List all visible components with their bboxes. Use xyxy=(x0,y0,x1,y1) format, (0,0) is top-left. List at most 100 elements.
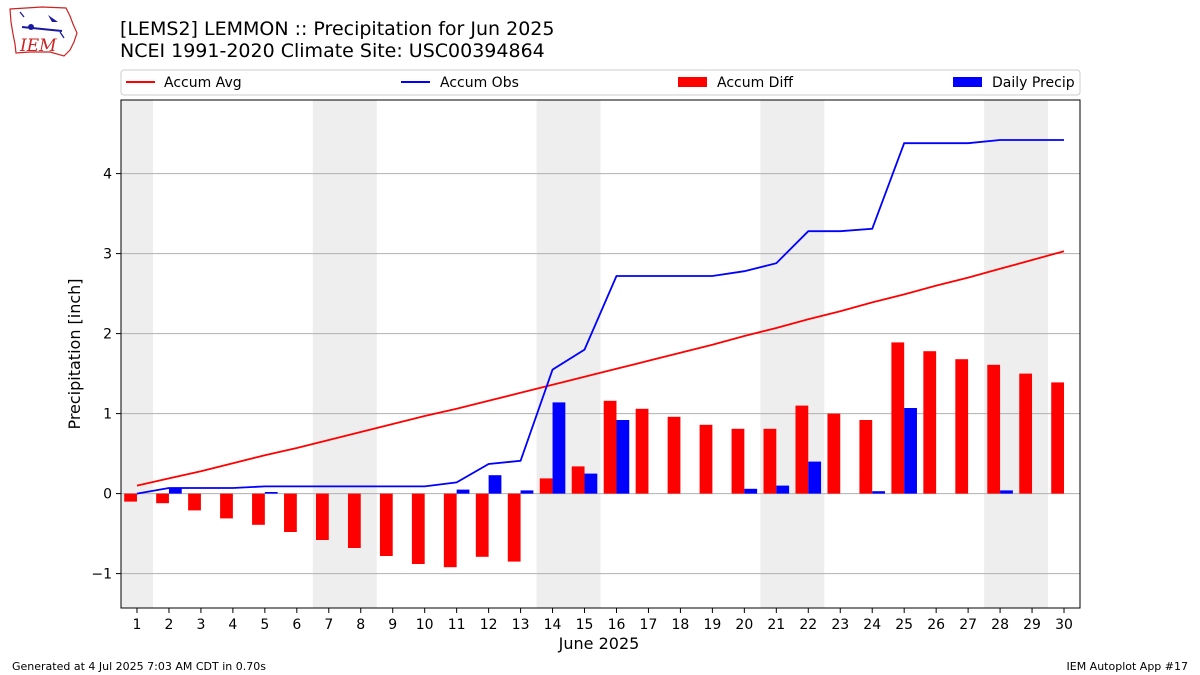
accum-diff-bar xyxy=(955,359,969,494)
x-tick-label: 20 xyxy=(735,617,753,633)
daily-precip-bar xyxy=(1000,490,1013,494)
x-tick-label: 15 xyxy=(576,617,594,633)
y-tick-label: −1 xyxy=(91,567,112,583)
line-series xyxy=(136,139,1065,495)
legend-label-daily-precip: Daily Precip xyxy=(992,75,1075,91)
y-tick-label: 3 xyxy=(103,247,112,263)
plot-frame xyxy=(120,99,1081,609)
legend-swatch-accum-diff xyxy=(678,77,707,87)
accum-diff-bar xyxy=(252,493,265,525)
accum-diff-bar xyxy=(379,493,393,556)
accum-diff-bar xyxy=(795,405,809,494)
accum-obs-line xyxy=(136,139,1065,495)
accum-diff-bar xyxy=(124,493,137,502)
footer-generated: Generated at 4 Jul 2025 7:03 AM CDT in 0… xyxy=(12,660,266,673)
weekend-shade-0 xyxy=(121,100,153,608)
legend-label-accum-diff: Accum Diff xyxy=(717,75,793,91)
gridlines xyxy=(121,173,1080,575)
daily-precip-bar xyxy=(456,489,470,494)
accum-avg-line xyxy=(136,250,1065,487)
daily-precip-bar xyxy=(744,488,758,494)
x-tick-label: 1 xyxy=(133,617,142,633)
x-tick-label: 28 xyxy=(991,617,1009,633)
accum-diff-bar xyxy=(1019,373,1033,494)
accum-diff-bar xyxy=(475,493,489,557)
daily-precip-bar xyxy=(584,473,598,494)
daily-precip-bar xyxy=(616,420,630,494)
x-tick-label: 24 xyxy=(863,617,881,633)
legend-swatch-daily-precip xyxy=(953,77,982,87)
accum-diff-bar xyxy=(188,493,201,511)
iem-logo: IEM xyxy=(9,6,78,57)
accum-diff-bar xyxy=(763,428,777,494)
x-tick-label: 13 xyxy=(512,617,530,633)
y-axis-label: Precipitation [inch] xyxy=(65,278,84,429)
accum-diff-bar xyxy=(284,493,297,532)
daily-precip-bar xyxy=(552,402,566,494)
x-tick-label: 11 xyxy=(448,617,466,633)
daily-precip-bar xyxy=(520,490,534,494)
y-tick-label: 4 xyxy=(103,167,112,183)
accum-diff-bar xyxy=(859,420,873,494)
accum-diff-bar xyxy=(891,342,905,494)
x-tick-label: 17 xyxy=(640,617,658,633)
x-tick-label: 6 xyxy=(292,617,301,633)
flag-icon xyxy=(48,15,58,22)
y-axis: −1 0 1 2 3 4 xyxy=(91,167,121,583)
accum-diff-bar xyxy=(827,413,841,494)
accum-diff-bar xyxy=(635,408,649,494)
x-tick-label: 27 xyxy=(959,617,977,633)
x-axis-label: June 2025 xyxy=(558,634,640,653)
x-tick-label: 8 xyxy=(356,617,365,633)
x-tick-label: 25 xyxy=(895,617,913,633)
x-tick-label: 9 xyxy=(388,617,397,633)
accum-diff-bar xyxy=(987,364,1001,494)
daily-precip-bar xyxy=(264,492,278,494)
accum-diff-bar xyxy=(571,466,585,494)
legend-label-accum-obs: Accum Obs xyxy=(440,75,519,91)
x-tick-label: 19 xyxy=(703,617,721,633)
y-tick-label: 2 xyxy=(103,327,112,343)
logo-text: IEM xyxy=(19,36,57,56)
daily-precip-bar xyxy=(488,475,502,494)
weekend-shade-2 xyxy=(536,100,601,608)
accum-diff-bar xyxy=(731,428,745,494)
x-axis: 1 2 3 4 5 6 7 8 9 10 11 12 13 14 15 16 17 18 19 20 21 22 23 24 2… xyxy=(133,608,1073,633)
weekend-shade-4 xyxy=(984,100,1049,608)
accum-diff-bar xyxy=(443,493,457,568)
accum-diff-bar xyxy=(220,493,233,519)
station-dot-icon xyxy=(28,24,34,30)
weekend-shading xyxy=(121,100,1049,608)
accum-diff-bar xyxy=(315,493,329,540)
accum-diff-bar xyxy=(603,400,617,494)
y-tick-label: 1 xyxy=(103,407,112,423)
daily-precip-bar xyxy=(808,461,822,494)
accum-diff-bar xyxy=(539,478,553,494)
x-tick-label: 29 xyxy=(1023,617,1041,633)
footer-app: IEM Autoplot App #17 xyxy=(1067,660,1189,673)
chart-subtitle: NCEI 1991-2020 Climate Site: USC00394864 xyxy=(120,40,545,62)
weather-marks-icon xyxy=(19,11,65,39)
accum-diff-bar xyxy=(1051,382,1065,494)
legend-label-accum-avg: Accum Avg xyxy=(164,75,242,91)
x-tick-label: 2 xyxy=(164,617,173,633)
accum-diff-bar xyxy=(347,493,361,548)
x-tick-label: 21 xyxy=(767,617,785,633)
accum-diff-bar xyxy=(699,424,713,494)
x-tick-label: 14 xyxy=(544,617,562,633)
daily-precip-bar xyxy=(776,485,790,494)
legend: Accum Avg Accum Obs Accum Diff Daily Pre… xyxy=(120,69,1081,96)
x-tick-label: 7 xyxy=(324,617,333,633)
x-tick-label: 22 xyxy=(799,617,817,633)
x-tick-label: 4 xyxy=(228,617,237,633)
accum-diff-bar xyxy=(156,493,169,504)
x-tick-label: 5 xyxy=(260,617,269,633)
accum-diff-bar xyxy=(411,493,425,564)
x-tick-label: 12 xyxy=(480,617,498,633)
x-tick-label: 30 xyxy=(1055,617,1073,633)
x-tick-label: 3 xyxy=(196,617,205,633)
daily-precip-bar xyxy=(872,491,886,494)
x-tick-label: 18 xyxy=(672,617,690,633)
x-tick-label: 16 xyxy=(608,617,626,633)
